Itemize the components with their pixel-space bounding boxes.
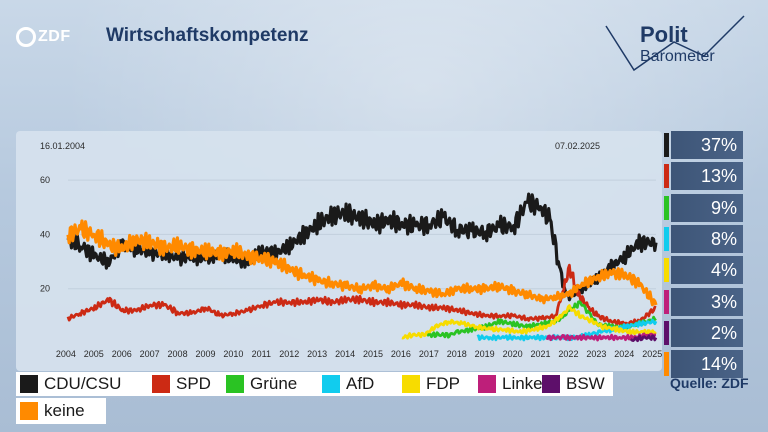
final-value-row: 8% bbox=[664, 224, 744, 253]
x-tick-label: 2014 bbox=[335, 349, 355, 359]
final-value-label: 4% bbox=[671, 256, 743, 285]
x-tick-label: 2019 bbox=[475, 349, 495, 359]
x-tick-label: 2012 bbox=[279, 349, 299, 359]
x-tick-label: 2011 bbox=[252, 349, 271, 359]
final-value-label: 14% bbox=[671, 350, 743, 379]
y-tick-label: 60 bbox=[40, 175, 50, 185]
series-line-spd bbox=[66, 263, 657, 327]
final-value-row: 9% bbox=[664, 193, 744, 222]
x-tick-label: 2009 bbox=[195, 349, 215, 359]
legend-swatch bbox=[402, 375, 420, 393]
legend-label: CDU/CSU bbox=[44, 374, 122, 393]
legend-swatch bbox=[322, 375, 340, 393]
x-tick-label: 2018 bbox=[447, 349, 467, 359]
y-tick-label: 20 bbox=[40, 284, 50, 294]
legend-item: SPD bbox=[152, 372, 211, 396]
x-tick-label: 2023 bbox=[586, 349, 606, 359]
x-tick-label: 2016 bbox=[391, 349, 411, 359]
zdf-logo: ZDF bbox=[16, 24, 76, 50]
x-tick-label: 2010 bbox=[223, 349, 243, 359]
barometer-logo-text: Barometer bbox=[640, 48, 715, 65]
legend-swatch bbox=[478, 375, 496, 393]
legend-label: Grüne bbox=[250, 374, 298, 393]
politbarometer-logo: Polit Barometer bbox=[604, 12, 754, 76]
final-value-swatch bbox=[664, 352, 669, 377]
final-value-swatch bbox=[664, 164, 669, 189]
x-tick-label: 2004 bbox=[56, 349, 76, 359]
x-tick-label: 2007 bbox=[140, 349, 160, 359]
final-value-swatch bbox=[664, 258, 669, 283]
legend-item: FDP bbox=[402, 372, 460, 396]
final-value-label: 2% bbox=[671, 318, 743, 347]
x-tick-label: 2005 bbox=[84, 349, 104, 359]
legend-background bbox=[16, 372, 613, 396]
legend-label: SPD bbox=[176, 374, 211, 393]
legend-swatch bbox=[20, 375, 38, 393]
series-line-keine bbox=[66, 219, 658, 307]
final-value-swatch bbox=[664, 133, 669, 157]
x-tick-label: 2025 bbox=[642, 349, 662, 359]
legend-swatch bbox=[152, 375, 170, 393]
final-value-swatch bbox=[664, 320, 669, 345]
legend-item: CDU/CSU bbox=[20, 372, 121, 396]
series-line-cdu-csu bbox=[66, 192, 658, 302]
x-tick-label: 2020 bbox=[503, 349, 523, 359]
final-value-row: 4% bbox=[664, 256, 744, 285]
legend-item: Grüne bbox=[226, 372, 297, 396]
legend-label: AfD bbox=[346, 374, 375, 393]
zdf-logo-text: ZDF bbox=[38, 28, 71, 45]
x-tick-label: 2015 bbox=[363, 349, 383, 359]
source-label: Quelle: ZDF bbox=[670, 375, 749, 391]
final-value-label: 9% bbox=[671, 193, 743, 222]
series-line-fdp bbox=[401, 304, 657, 340]
zdf-ring-icon bbox=[16, 27, 36, 47]
final-value-row: 3% bbox=[664, 287, 744, 316]
line-chart: 20 40 60 2004 2005 2006 2007 2008 2009 2010 2011 20… bbox=[40, 141, 662, 359]
y-tick-label: 40 bbox=[40, 229, 50, 239]
end-date-label: 07.02.2025 bbox=[555, 141, 600, 151]
legend-item: AfD bbox=[322, 372, 374, 396]
legend-label: BSW bbox=[566, 374, 605, 393]
x-tick-label: 2021 bbox=[531, 349, 551, 359]
legend-item: keine bbox=[20, 399, 85, 423]
legend-swatch bbox=[226, 375, 244, 393]
legend-swatch bbox=[20, 402, 38, 420]
legend: CDU/CSU SPD Grüne AfD FDP Linke BSW keine bbox=[16, 372, 666, 428]
final-value-label: 3% bbox=[671, 287, 743, 316]
x-tick-label: 2024 bbox=[614, 349, 634, 359]
final-value-label: 8% bbox=[671, 224, 743, 253]
start-date-label: 16.01.2004 bbox=[40, 141, 85, 151]
x-tick-label: 2006 bbox=[112, 349, 132, 359]
x-tick-label: 2013 bbox=[307, 349, 327, 359]
final-value-swatch bbox=[664, 226, 669, 251]
final-value-swatch bbox=[664, 289, 669, 314]
legend-label: FDP bbox=[426, 374, 460, 393]
final-value-label: 37% bbox=[671, 131, 743, 159]
final-value-swatch bbox=[664, 195, 669, 220]
x-tick-label: 2008 bbox=[168, 349, 188, 359]
legend-item: BSW bbox=[542, 372, 605, 396]
legend-item: Linke bbox=[478, 372, 543, 396]
x-tick-label: 2022 bbox=[558, 349, 578, 359]
polit-logo-text: Polit bbox=[640, 22, 688, 47]
final-value-row: 37% bbox=[664, 131, 744, 159]
legend-swatch bbox=[542, 375, 560, 393]
final-value-row: 14% bbox=[664, 350, 744, 379]
final-value-label: 13% bbox=[671, 162, 743, 191]
page-title: Wirtschaftskompetenz bbox=[106, 25, 309, 46]
final-value-row: 2% bbox=[664, 318, 744, 347]
x-tick-label: 2017 bbox=[419, 349, 439, 359]
series-line-bsw bbox=[629, 334, 658, 343]
final-value-row: 13% bbox=[664, 162, 744, 191]
legend-label: Linke bbox=[502, 374, 543, 393]
chart-panel: 20 40 60 2004 2005 2006 2007 2008 2009 2010 2011 20… bbox=[16, 131, 662, 371]
politbarometer-graph-icon bbox=[605, 15, 745, 72]
legend-label: keine bbox=[44, 401, 85, 420]
